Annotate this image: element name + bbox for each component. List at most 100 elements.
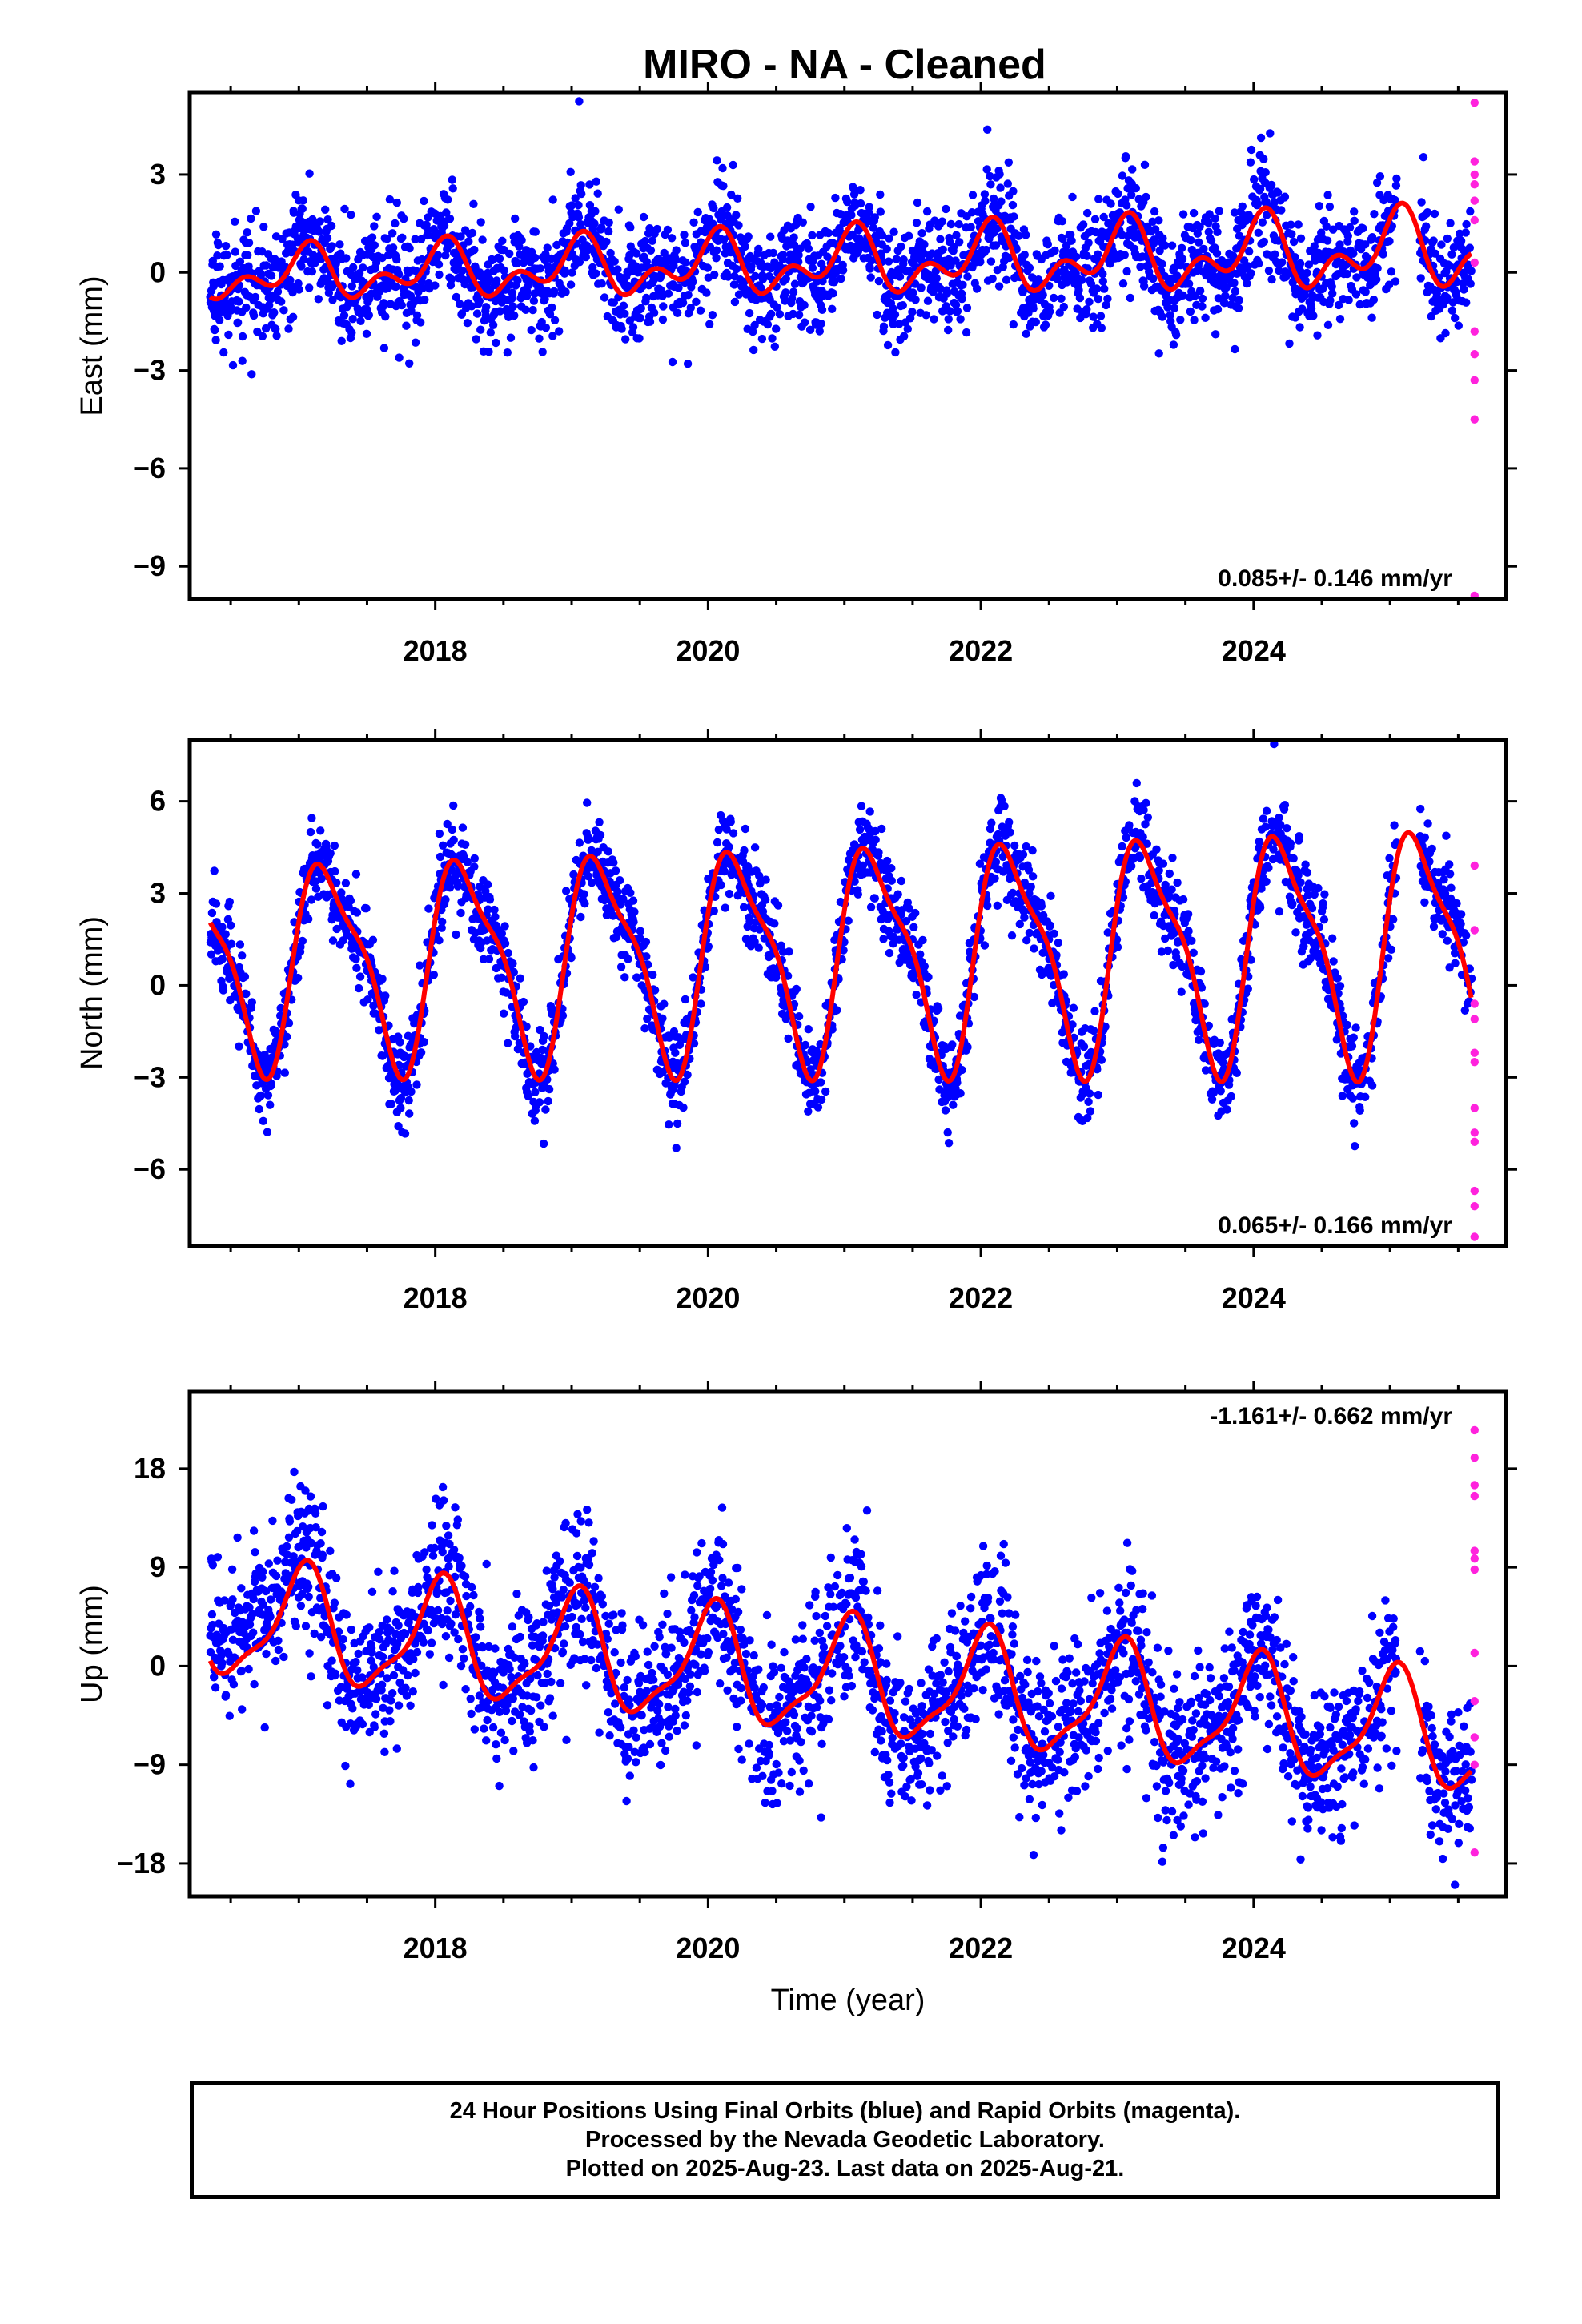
east-final-point (1327, 282, 1336, 292)
east-final-point (1289, 237, 1299, 247)
east-final-point (889, 320, 897, 328)
east-final-point (645, 224, 654, 233)
east-final-point (1096, 312, 1106, 320)
east-final-point (789, 287, 798, 296)
east-final-point (323, 234, 332, 243)
east-final-point (392, 255, 401, 264)
east-final-point (446, 240, 455, 249)
north-final-point (1059, 970, 1069, 979)
east-final-point (798, 218, 807, 227)
east-final-point (879, 322, 889, 331)
east-final-point (794, 310, 804, 320)
north-final-point (1028, 872, 1038, 881)
east-final-point (294, 238, 303, 247)
east-final-point (766, 232, 775, 241)
north-final-point (754, 943, 763, 952)
north-final-point (584, 835, 592, 845)
east-final-point (1195, 286, 1205, 296)
east-final-point (1118, 279, 1128, 288)
north-final-point (643, 1015, 652, 1023)
north-final-point (404, 1096, 413, 1105)
east-final-point (1207, 236, 1216, 245)
east-final-point (808, 231, 817, 240)
north-final-point (280, 1068, 289, 1077)
north-final-point (629, 918, 638, 927)
north-final-point (980, 941, 990, 950)
north-final-point (476, 882, 484, 891)
east-final-point (1467, 267, 1476, 275)
east-final-point (1106, 259, 1114, 268)
east-final-point (233, 318, 243, 327)
east-final-point (472, 309, 482, 318)
east-final-point (1349, 249, 1358, 258)
east-final-point (548, 332, 557, 340)
east-final-point (540, 295, 549, 304)
east-final-point (541, 323, 551, 332)
east-final-point (1449, 243, 1459, 252)
east-final-point (828, 304, 837, 313)
east-final-point (899, 255, 908, 264)
east-final-point (719, 182, 728, 191)
east-final-point (470, 245, 479, 255)
east-final-point (1465, 243, 1475, 252)
east-final-point (433, 251, 443, 259)
north-final-point (1026, 883, 1036, 891)
east-final-point (505, 249, 514, 259)
east-final-point (710, 270, 719, 279)
east-final-point (922, 207, 932, 216)
north-final-point (740, 846, 749, 855)
east-final-point (315, 217, 324, 226)
east-final-point (997, 197, 1006, 206)
east-final-point (391, 219, 400, 228)
east-final-point (472, 335, 480, 344)
east-final-point (1211, 330, 1220, 339)
east-final-point (1102, 300, 1110, 310)
east-final-point (917, 229, 926, 238)
north-final-point (885, 948, 894, 958)
north-final-point (1163, 946, 1173, 955)
east-final-point (837, 274, 845, 283)
east-final-point (485, 275, 494, 283)
east-xtick-label: 2018 (404, 634, 468, 667)
north-final-point (1187, 936, 1196, 946)
east-final-point (680, 231, 689, 239)
east-final-point (1008, 200, 1018, 210)
north-final-point (362, 904, 371, 913)
east-final-point (1050, 246, 1059, 255)
north-final-point (453, 882, 462, 891)
north-final-point (713, 838, 722, 847)
east-final-point (299, 196, 307, 205)
north-final-point (725, 889, 734, 899)
east-final-point (549, 287, 559, 296)
east-final-point (273, 287, 283, 296)
north-final-point (726, 817, 735, 826)
east-final-point (981, 196, 990, 206)
north-final-point (1010, 841, 1019, 850)
east-final-point (729, 160, 737, 170)
north-final-point (1283, 824, 1291, 833)
east-final-point (566, 280, 576, 289)
north-final-point (576, 912, 585, 922)
north-final-point (238, 951, 247, 960)
east-final-point (1416, 274, 1425, 283)
east-final-point (1127, 191, 1136, 199)
north-final-point (874, 848, 883, 857)
east-ytick-label: 0 (150, 255, 166, 288)
east-final-point (251, 207, 261, 215)
east-final-point (1118, 171, 1127, 180)
east-final-point (885, 234, 893, 243)
east-final-point (531, 253, 540, 263)
east-final-point (1313, 331, 1322, 340)
east-final-point (1228, 251, 1238, 260)
north-final-point (240, 972, 250, 981)
north-final-point (352, 908, 362, 917)
east-final-point (986, 171, 994, 181)
east-final-point (588, 263, 597, 272)
east-final-point (356, 316, 365, 325)
north-final-point (1118, 842, 1126, 851)
east-final-point (591, 207, 600, 215)
east-final-point (986, 257, 996, 266)
north-final-point (540, 1031, 548, 1041)
north-final-point (817, 1095, 826, 1104)
east-final-point (1259, 237, 1269, 247)
